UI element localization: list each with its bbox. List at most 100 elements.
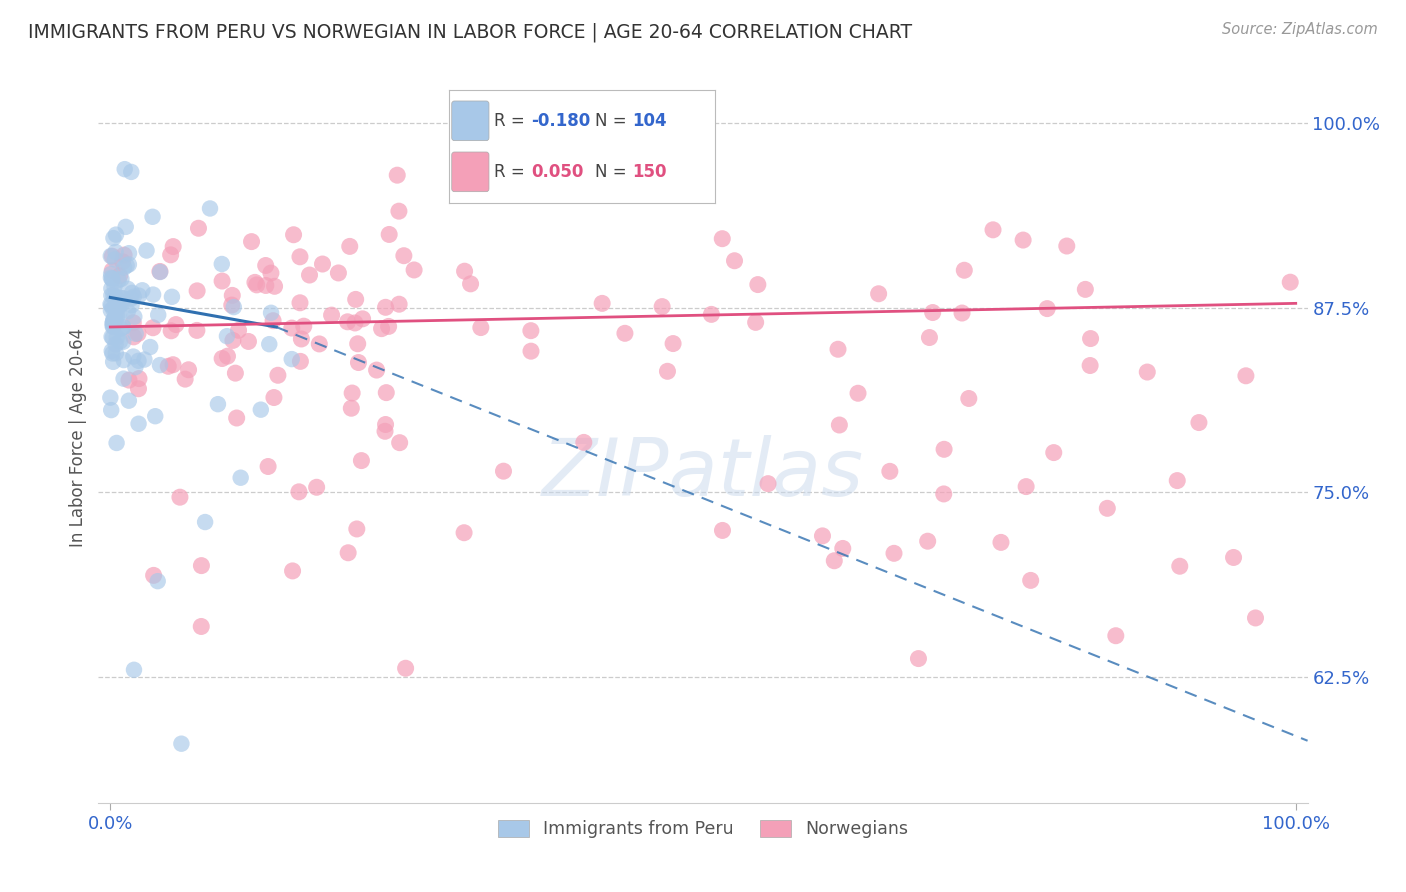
Point bbox=[350, 453, 373, 467]
Point bbox=[142, 320, 165, 334]
Point bbox=[346, 336, 368, 351]
Point bbox=[103, 313, 125, 327]
Point bbox=[932, 487, 955, 501]
Point bbox=[267, 368, 290, 383]
Point bbox=[114, 219, 136, 234]
Point bbox=[613, 326, 636, 341]
Point bbox=[131, 283, 153, 297]
Point bbox=[104, 310, 127, 324]
Point bbox=[105, 330, 128, 344]
Point bbox=[122, 316, 145, 330]
Point bbox=[100, 303, 122, 318]
Point bbox=[1244, 611, 1267, 625]
Point bbox=[135, 244, 157, 258]
Point bbox=[257, 459, 280, 474]
Point bbox=[101, 331, 124, 345]
Point bbox=[211, 257, 233, 271]
Point bbox=[128, 288, 150, 302]
Point bbox=[823, 554, 845, 568]
Point bbox=[394, 661, 416, 675]
Point bbox=[162, 239, 184, 253]
Point bbox=[104, 227, 127, 242]
Point bbox=[260, 266, 283, 280]
Point bbox=[104, 252, 127, 267]
Point bbox=[657, 364, 679, 378]
Point bbox=[121, 298, 143, 312]
Point bbox=[340, 401, 363, 416]
Point bbox=[868, 286, 890, 301]
Point bbox=[107, 301, 129, 315]
Point bbox=[1234, 368, 1257, 383]
Point bbox=[347, 355, 370, 369]
Point bbox=[339, 239, 361, 253]
Point bbox=[1136, 365, 1159, 379]
Point bbox=[104, 244, 127, 259]
Point bbox=[190, 558, 212, 573]
Point bbox=[243, 276, 266, 290]
Point bbox=[828, 417, 851, 432]
Point bbox=[311, 257, 333, 271]
Point bbox=[377, 319, 399, 334]
Point bbox=[228, 323, 250, 337]
Point bbox=[105, 309, 128, 323]
Point bbox=[104, 301, 127, 316]
Point bbox=[186, 323, 208, 337]
Point bbox=[225, 411, 247, 425]
Point bbox=[298, 268, 321, 282]
Point bbox=[723, 253, 745, 268]
Point bbox=[101, 316, 124, 330]
Point bbox=[104, 290, 127, 304]
Point bbox=[288, 250, 311, 264]
Point bbox=[224, 366, 246, 380]
Point bbox=[238, 334, 260, 349]
Point bbox=[308, 337, 330, 351]
Point bbox=[105, 293, 128, 308]
Point bbox=[1166, 474, 1188, 488]
Point bbox=[142, 287, 165, 301]
Point bbox=[118, 246, 141, 260]
Point bbox=[100, 297, 122, 311]
Point bbox=[157, 359, 180, 374]
Point bbox=[262, 314, 284, 328]
Point bbox=[1097, 501, 1119, 516]
Point bbox=[374, 301, 396, 315]
Point bbox=[370, 321, 392, 335]
Point bbox=[1074, 282, 1097, 296]
Point bbox=[263, 391, 285, 405]
Point bbox=[122, 663, 145, 677]
Y-axis label: In Labor Force | Age 20-64: In Labor Force | Age 20-64 bbox=[69, 327, 87, 547]
Point bbox=[281, 352, 304, 367]
Point bbox=[288, 484, 311, 499]
Point bbox=[110, 297, 132, 311]
Point bbox=[907, 651, 929, 665]
Point bbox=[591, 296, 613, 310]
Point bbox=[170, 737, 193, 751]
Point bbox=[259, 337, 281, 351]
Point bbox=[470, 320, 492, 334]
Point bbox=[100, 329, 122, 343]
Point bbox=[879, 464, 901, 478]
Point bbox=[388, 297, 411, 311]
Point bbox=[112, 372, 135, 386]
Point bbox=[103, 231, 125, 245]
Point bbox=[112, 248, 135, 262]
Text: ZIPatlas: ZIPatlas bbox=[541, 434, 865, 513]
Point bbox=[207, 397, 229, 411]
Point bbox=[1036, 301, 1059, 316]
Point bbox=[117, 282, 139, 296]
Point bbox=[108, 268, 131, 283]
Point bbox=[142, 210, 165, 224]
Point bbox=[388, 435, 411, 450]
Point bbox=[110, 291, 132, 305]
Point bbox=[404, 263, 426, 277]
Point bbox=[1105, 629, 1128, 643]
Point bbox=[249, 402, 271, 417]
Point bbox=[100, 343, 122, 358]
Point bbox=[957, 392, 980, 406]
Point bbox=[159, 248, 181, 262]
Point bbox=[103, 279, 125, 293]
Point bbox=[352, 311, 374, 326]
Point bbox=[101, 315, 124, 329]
Point bbox=[281, 321, 304, 335]
Point bbox=[336, 315, 359, 329]
